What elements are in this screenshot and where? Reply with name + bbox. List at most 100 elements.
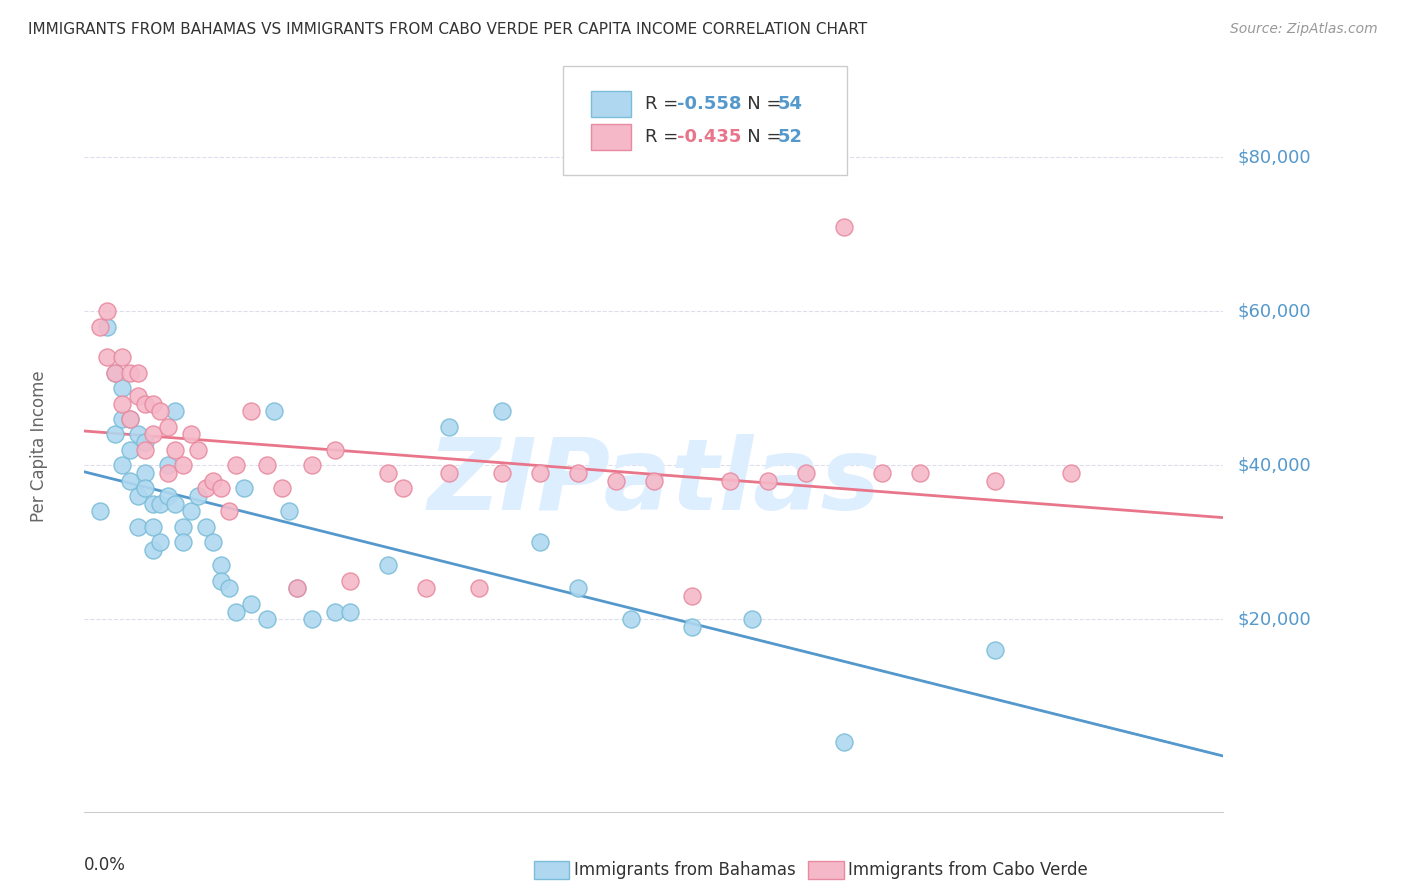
Point bbox=[240, 404, 263, 418]
Text: Source: ZipAtlas.com: Source: ZipAtlas.com bbox=[1230, 22, 1378, 37]
Point bbox=[127, 520, 149, 534]
Point bbox=[339, 574, 361, 588]
Text: -0.435: -0.435 bbox=[676, 128, 741, 146]
Point bbox=[437, 419, 460, 434]
Point bbox=[415, 582, 437, 596]
Point bbox=[209, 558, 232, 573]
Point bbox=[794, 466, 817, 480]
Text: N =: N = bbox=[730, 95, 787, 113]
Point bbox=[118, 442, 141, 457]
Point bbox=[392, 481, 415, 495]
Point bbox=[104, 427, 127, 442]
Point bbox=[232, 481, 254, 495]
Point bbox=[908, 466, 931, 480]
Point bbox=[89, 319, 111, 334]
Point bbox=[127, 366, 149, 380]
Point bbox=[134, 466, 156, 480]
Point bbox=[172, 520, 194, 534]
Point bbox=[437, 466, 460, 480]
Text: 54: 54 bbox=[778, 95, 803, 113]
Point bbox=[202, 535, 225, 549]
Text: 52: 52 bbox=[778, 128, 803, 146]
Point bbox=[209, 574, 232, 588]
Point bbox=[134, 442, 156, 457]
Point bbox=[301, 458, 323, 473]
Point bbox=[165, 404, 187, 418]
Point bbox=[149, 535, 172, 549]
Point bbox=[218, 504, 240, 518]
Text: ZIPatlas: ZIPatlas bbox=[427, 434, 880, 531]
Point bbox=[149, 497, 172, 511]
Point bbox=[832, 735, 855, 749]
Point bbox=[142, 497, 165, 511]
Point bbox=[142, 520, 165, 534]
Point bbox=[165, 497, 187, 511]
Point bbox=[111, 397, 134, 411]
Point bbox=[156, 419, 179, 434]
Point bbox=[111, 458, 134, 473]
Point bbox=[149, 404, 172, 418]
FancyBboxPatch shape bbox=[562, 66, 848, 176]
Text: $80,000: $80,000 bbox=[1237, 148, 1310, 166]
Point bbox=[134, 397, 156, 411]
Point bbox=[142, 397, 165, 411]
Point bbox=[134, 481, 156, 495]
Point bbox=[96, 351, 118, 365]
Point bbox=[377, 466, 399, 480]
Point bbox=[194, 481, 217, 495]
Point bbox=[156, 458, 179, 473]
Point bbox=[172, 458, 194, 473]
Point bbox=[323, 442, 346, 457]
Point bbox=[156, 489, 179, 503]
Text: 0.0%: 0.0% bbox=[84, 855, 127, 873]
Point bbox=[111, 351, 134, 365]
Text: R =: R = bbox=[645, 95, 683, 113]
Point bbox=[529, 535, 551, 549]
Text: -0.558: -0.558 bbox=[676, 95, 741, 113]
FancyBboxPatch shape bbox=[591, 91, 631, 117]
FancyBboxPatch shape bbox=[591, 124, 631, 150]
Point bbox=[172, 535, 194, 549]
Point bbox=[301, 612, 323, 626]
Point bbox=[225, 458, 247, 473]
Point bbox=[118, 412, 141, 426]
Point bbox=[1060, 466, 1083, 480]
Point bbox=[96, 304, 118, 318]
Point bbox=[605, 474, 627, 488]
Point bbox=[529, 466, 551, 480]
Text: $40,000: $40,000 bbox=[1237, 456, 1310, 475]
Point bbox=[718, 474, 741, 488]
Point bbox=[180, 427, 202, 442]
Text: $60,000: $60,000 bbox=[1237, 302, 1310, 320]
Point bbox=[468, 582, 491, 596]
Text: Per Capita Income: Per Capita Income bbox=[30, 370, 48, 522]
Point bbox=[240, 597, 263, 611]
Point bbox=[142, 427, 165, 442]
Point bbox=[142, 543, 165, 558]
Point bbox=[111, 412, 134, 426]
Point bbox=[620, 612, 643, 626]
Point bbox=[118, 366, 141, 380]
Point bbox=[567, 582, 589, 596]
Point bbox=[832, 219, 855, 234]
Point bbox=[127, 489, 149, 503]
Point bbox=[194, 520, 217, 534]
Point bbox=[180, 504, 202, 518]
Point bbox=[156, 466, 179, 480]
Text: N =: N = bbox=[730, 128, 787, 146]
Point bbox=[756, 474, 779, 488]
Point bbox=[285, 582, 308, 596]
Point bbox=[870, 466, 893, 480]
Point bbox=[643, 474, 665, 488]
Point bbox=[681, 620, 703, 634]
Text: Immigrants from Bahamas: Immigrants from Bahamas bbox=[574, 861, 796, 879]
Point bbox=[134, 435, 156, 450]
Point bbox=[278, 504, 301, 518]
Text: R =: R = bbox=[645, 128, 683, 146]
Point bbox=[491, 404, 513, 418]
Point bbox=[165, 442, 187, 457]
Point bbox=[104, 366, 127, 380]
Text: $20,000: $20,000 bbox=[1237, 610, 1310, 628]
Text: IMMIGRANTS FROM BAHAMAS VS IMMIGRANTS FROM CABO VERDE PER CAPITA INCOME CORRELAT: IMMIGRANTS FROM BAHAMAS VS IMMIGRANTS FR… bbox=[28, 22, 868, 37]
Point bbox=[127, 389, 149, 403]
